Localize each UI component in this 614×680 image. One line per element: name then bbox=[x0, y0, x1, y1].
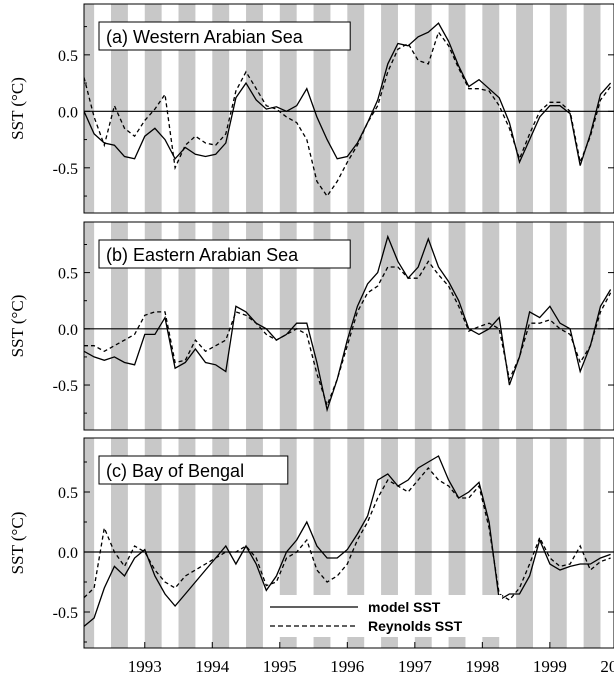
shade-band bbox=[246, 4, 263, 213]
shade-band bbox=[583, 438, 601, 648]
panel-frame bbox=[83, 437, 614, 649]
panel-title: (a) Western Arabian Sea bbox=[98, 21, 351, 51]
y-axis-label: SST (°C) bbox=[8, 295, 27, 358]
shade-band bbox=[178, 438, 196, 648]
title-box bbox=[98, 455, 289, 485]
series-line-reynolds bbox=[84, 466, 611, 601]
shade-band bbox=[84, 4, 95, 213]
panel-1: 0.5 0.0 -0.5 SST (°C) (b) Eastern Arabian Se… bbox=[8, 221, 614, 431]
legend-box bbox=[266, 595, 502, 637]
y-tick-label: -0.5 bbox=[53, 605, 78, 622]
title-box bbox=[98, 21, 351, 51]
y-tick-label: 0.5 bbox=[58, 266, 78, 283]
shade-band bbox=[178, 222, 196, 430]
series-line-model bbox=[84, 22, 612, 166]
x-tick-label: 1995 bbox=[263, 657, 297, 676]
shade-band bbox=[414, 4, 432, 213]
y-tick-label: 0.0 bbox=[58, 104, 78, 121]
panel-title: (b) Eastern Arabian Sea bbox=[98, 239, 351, 269]
shade-band bbox=[178, 4, 196, 213]
x-tick-label: 1993 bbox=[128, 657, 162, 676]
shade-band bbox=[246, 438, 263, 648]
shade-band bbox=[279, 222, 297, 430]
y-axis-label: SST (°C) bbox=[8, 77, 27, 140]
shade-band bbox=[212, 4, 230, 213]
shade-band bbox=[381, 222, 398, 430]
x-tick-label: 1997 bbox=[398, 657, 433, 676]
series-line-reynolds bbox=[84, 30, 612, 198]
x-tick-label: 1996 bbox=[330, 657, 364, 676]
shade-band bbox=[144, 222, 162, 430]
shade-band bbox=[381, 4, 398, 213]
title-text: (c) Bay of Bengal bbox=[106, 461, 244, 481]
shade-band bbox=[516, 438, 533, 648]
panel-frame bbox=[83, 3, 614, 214]
panel-frame bbox=[83, 221, 614, 431]
shade-band bbox=[111, 222, 128, 430]
shade-band bbox=[549, 438, 567, 648]
series-line-model bbox=[84, 455, 611, 627]
y-tick-label: -0.5 bbox=[53, 378, 78, 395]
legend-label: model SST bbox=[368, 599, 441, 615]
shade-band bbox=[111, 4, 128, 213]
shade-band bbox=[212, 438, 230, 648]
shade-band bbox=[482, 4, 500, 213]
shade-band bbox=[246, 222, 263, 430]
y-tick-label: 0.0 bbox=[58, 545, 78, 562]
y-axis-label: SST (°C) bbox=[8, 512, 27, 575]
y-tick-label: 0.0 bbox=[58, 322, 78, 339]
x-tick-label: 1999 bbox=[533, 657, 567, 676]
shade-band bbox=[279, 4, 297, 213]
shade-band bbox=[313, 4, 331, 213]
shade-band bbox=[583, 4, 601, 213]
shade-band bbox=[111, 438, 128, 648]
legend-label: Reynolds SST bbox=[368, 618, 463, 634]
x-tick-label: 1998 bbox=[465, 657, 499, 676]
shade-band bbox=[84, 438, 95, 648]
panel-0: 0.5 0.0 -0.5 SST (°C) (a) Western Arabian Se… bbox=[8, 3, 614, 214]
series-line-reynolds bbox=[84, 260, 612, 408]
x-tick-label: 2000 bbox=[600, 657, 614, 676]
shade-band bbox=[212, 222, 230, 430]
title-box bbox=[98, 239, 351, 269]
shade-band bbox=[144, 4, 162, 213]
shade-band bbox=[549, 4, 567, 213]
shade-band bbox=[549, 222, 567, 430]
title-text: (a) Western Arabian Sea bbox=[106, 27, 304, 47]
shade-band bbox=[84, 222, 95, 430]
y-tick-label: 0.5 bbox=[58, 485, 78, 502]
title-text: (b) Eastern Arabian Sea bbox=[106, 245, 299, 265]
shade-band bbox=[448, 4, 466, 213]
panel-title: (c) Bay of Bengal bbox=[98, 455, 289, 485]
shade-band bbox=[516, 222, 533, 430]
shade-band bbox=[448, 222, 466, 430]
series-line-model bbox=[84, 234, 612, 413]
shade-band bbox=[347, 4, 365, 213]
y-tick-label: 0.5 bbox=[58, 48, 78, 65]
shade-band bbox=[347, 222, 365, 430]
y-tick-label: -0.5 bbox=[53, 161, 78, 178]
shade-band bbox=[516, 4, 533, 213]
shade-band bbox=[583, 222, 601, 430]
shade-band bbox=[414, 222, 432, 430]
x-tick-label: 1994 bbox=[195, 657, 230, 676]
shade-band bbox=[144, 438, 162, 648]
shading-stripes bbox=[84, 438, 601, 648]
